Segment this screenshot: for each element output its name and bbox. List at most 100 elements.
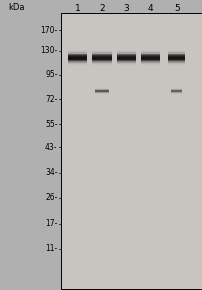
Bar (117, 57, 136, 58)
Bar (141, 60, 160, 61)
Bar (168, 52, 185, 53)
Bar (141, 62, 160, 63)
Bar (141, 57, 160, 58)
Bar (68, 56, 87, 60)
Bar (141, 55, 160, 56)
Bar (68, 60, 87, 61)
Bar (141, 64, 160, 65)
Bar (117, 59, 136, 60)
Bar (117, 53, 136, 54)
Bar (68, 58, 87, 59)
Bar (68, 52, 87, 53)
Bar (141, 56, 160, 57)
Bar (93, 64, 112, 65)
Bar (171, 92, 182, 93)
Bar (141, 54, 160, 55)
Bar (117, 56, 136, 60)
Bar (117, 50, 136, 51)
Bar (96, 89, 109, 90)
Bar (117, 61, 136, 62)
Bar (117, 63, 136, 64)
Bar (96, 93, 109, 94)
Bar (168, 51, 185, 52)
Bar (168, 56, 185, 57)
Bar (168, 62, 185, 63)
Bar (96, 93, 109, 94)
Bar (68, 53, 87, 54)
Bar (68, 65, 87, 66)
Bar (141, 58, 160, 59)
Bar (168, 54, 185, 55)
Bar (171, 88, 182, 89)
Bar (93, 61, 112, 62)
Bar (68, 57, 87, 58)
Text: 3: 3 (123, 3, 129, 13)
Bar (117, 51, 136, 52)
Bar (96, 92, 109, 93)
Bar (117, 57, 136, 58)
Bar (168, 55, 185, 56)
Bar (171, 90, 182, 92)
Bar (141, 61, 160, 62)
Bar (168, 64, 185, 65)
Bar (96, 92, 109, 93)
Bar (93, 55, 112, 56)
Bar (171, 89, 182, 90)
Bar (168, 60, 185, 61)
Bar (117, 50, 136, 51)
Bar (171, 93, 182, 94)
Bar (168, 53, 185, 54)
Bar (93, 60, 112, 61)
Bar (96, 93, 109, 94)
Bar (141, 52, 160, 53)
Bar (117, 60, 136, 61)
Bar (168, 65, 185, 66)
Bar (93, 63, 112, 64)
Text: 55-: 55- (45, 119, 58, 129)
Bar (96, 89, 109, 90)
Bar (68, 59, 87, 60)
Text: 11-: 11- (45, 244, 58, 253)
Bar (93, 51, 112, 52)
Bar (168, 51, 185, 52)
Bar (171, 93, 182, 94)
Bar (141, 55, 160, 56)
Bar (168, 56, 185, 57)
Text: 43-: 43- (45, 143, 58, 152)
Bar (168, 52, 185, 53)
Bar (168, 64, 185, 65)
Bar (68, 51, 87, 52)
Bar (168, 54, 185, 55)
Bar (68, 52, 87, 53)
Bar (141, 56, 160, 60)
Bar (141, 52, 160, 53)
Bar (117, 52, 136, 53)
Bar (68, 62, 87, 63)
Bar (141, 65, 160, 66)
Bar (117, 60, 136, 61)
Bar (117, 56, 136, 57)
Bar (171, 93, 182, 94)
Bar (141, 61, 160, 62)
Bar (93, 55, 112, 56)
Bar (171, 89, 182, 90)
Bar (117, 58, 136, 59)
Bar (96, 90, 109, 91)
Bar (171, 91, 182, 92)
Bar (96, 88, 109, 89)
Bar (93, 62, 112, 63)
Bar (61, 13, 202, 289)
Text: 17-: 17- (45, 219, 58, 229)
Bar (117, 64, 136, 65)
Bar (93, 54, 112, 55)
Bar (68, 54, 87, 55)
Text: 130-: 130- (40, 46, 58, 55)
Bar (93, 62, 112, 63)
Bar (68, 62, 87, 63)
Bar (141, 57, 160, 58)
Bar (68, 56, 87, 57)
Bar (68, 64, 87, 65)
Bar (93, 50, 112, 51)
Bar (141, 62, 160, 63)
Bar (68, 50, 87, 51)
